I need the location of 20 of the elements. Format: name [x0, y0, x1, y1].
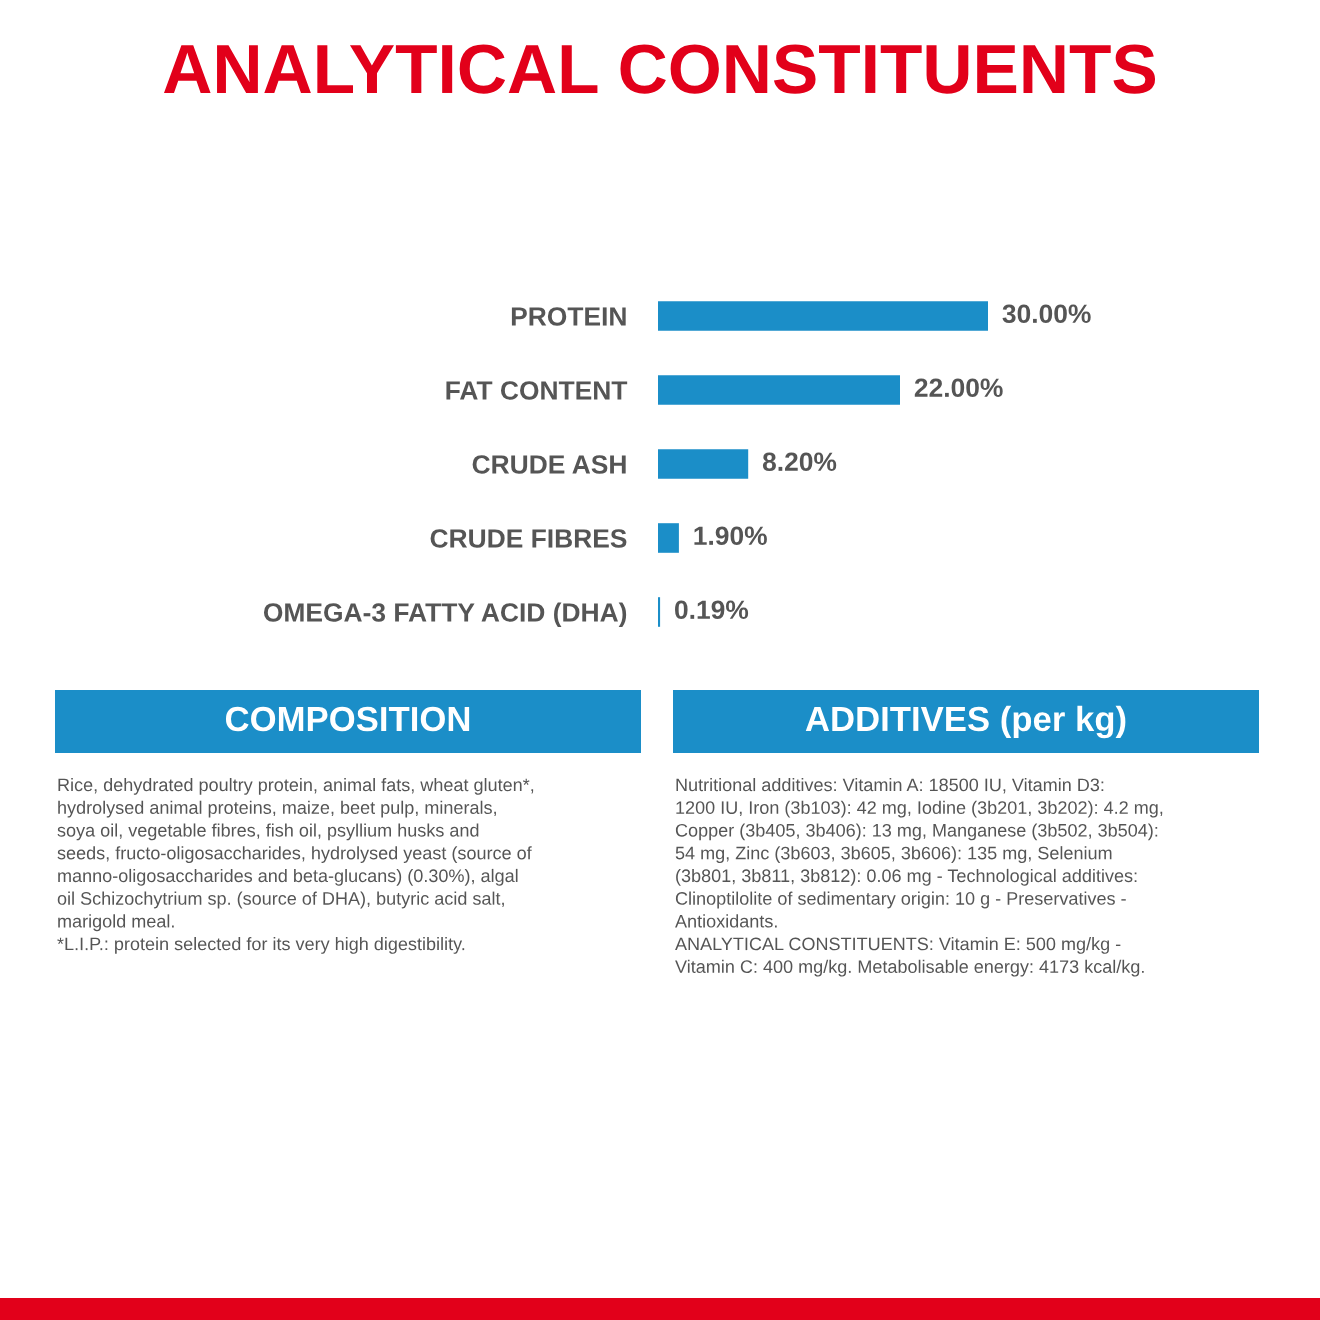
bar — [658, 449, 749, 479]
y-tick-label: PROTEIN — [511, 307, 626, 326]
bar — [658, 375, 900, 405]
y-tick-label: FAT CONTENT — [446, 381, 628, 400]
text: ADDITIVES (per kg) — [805, 705, 1126, 739]
text: COMPOSITION — [225, 706, 470, 732]
data-label: 30.00% — [1002, 304, 1091, 324]
data-label: 0.19% — [675, 600, 749, 620]
data-label: 1.90% — [694, 526, 767, 546]
data-label: 22.00% — [914, 378, 1003, 398]
chart-title: ANALYTICAL CONSTITUENTS — [163, 44, 1156, 94]
text: Rice, dehydrated poultry protein, animal fats, wheat gluten*, hydrolysed animal proteins, maize, beet pulp, minerals, soya oil, vegetable fibres, fish oil, psyllium husks and seeds, fructo-oligosaccharides, hydrolysed yeast (source of manno-oligosaccharides and beta-glucans) (0.30%), algal oil Schizochytrium sp. (source of DHA), butyric acid salt, marigold meal. *L.I.P.: protein selected for its very high digestibility. — [57, 778, 534, 954]
bar — [658, 301, 988, 331]
bar — [658, 523, 679, 553]
y-tick-label: OMEGA-3 FATTY ACID (DHA) — [263, 602, 627, 628]
bar — [658, 597, 661, 627]
y-tick-label: CRUDE ASH — [472, 455, 626, 474]
text: Nutritional additives: Vitamin A: 18500 IU, Vitamin D3: 1200 IU, Iron (3b103): 42 mg, Iodine (3b201, 3b202): 4.2 mg, Copper (3b405, 3b406): 13 mg, Manganese (3b502, 3b504): 54 mg, Zinc (3b603, 3b605, 3b606): 135 mg, Selenium (3b801, 3b811, 3b812): 0.06 mg - Technological additives: Clinoptilolite of sedimentary origin: 10 g - Preservatives - Antioxidants. ANALYTICAL CONSTITUENTS: Vitamin E: 500 mg/kg - Vitamin C: 400 mg/kg. Metabolisable energy: 4173 kcal/kg. — [675, 778, 1163, 977]
y-tick-label: CRUDE FIBRES — [430, 529, 627, 548]
data-label: 8.20% — [762, 452, 837, 472]
